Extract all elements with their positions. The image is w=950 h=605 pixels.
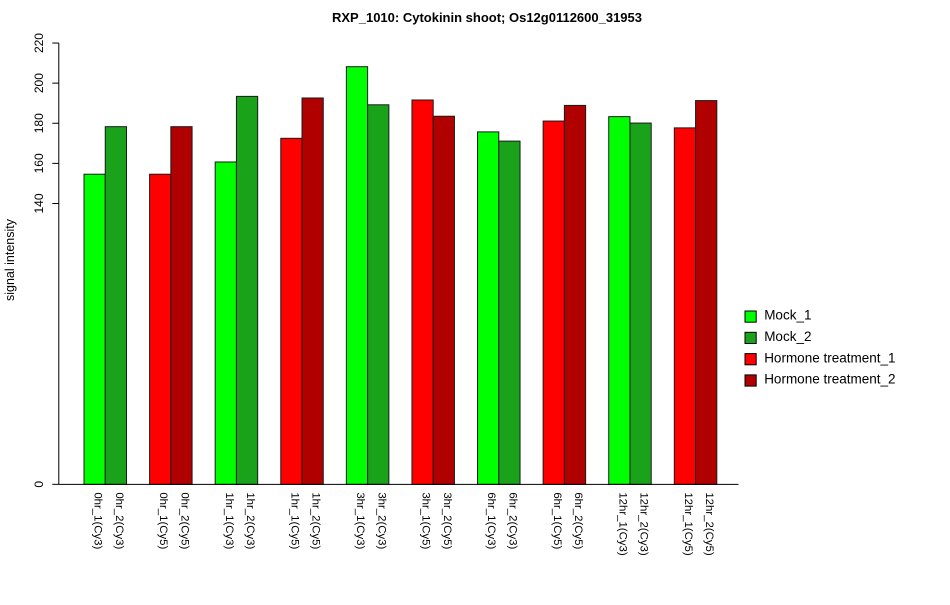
svg-text:1hr_2(Cy5): 1hr_2(Cy5) (310, 492, 322, 549)
svg-text:RXP_1010: Cytokinin shoot; Os1: RXP_1010: Cytokinin shoot; Os12g0112600_… (332, 10, 642, 25)
svg-text:12hr_1(Cy3): 12hr_1(Cy3) (616, 492, 628, 556)
svg-text:0hr_2(Cy5): 0hr_2(Cy5) (178, 492, 190, 549)
svg-text:12hr_2(Cy3): 12hr_2(Cy3) (638, 492, 650, 556)
svg-text:signal intensity: signal intensity (3, 218, 17, 301)
svg-text:3hr_2(Cy5): 3hr_2(Cy5) (441, 492, 453, 549)
svg-text:6hr_2(Cy5): 6hr_2(Cy5) (572, 492, 584, 549)
svg-text:140: 140 (32, 193, 46, 213)
svg-text:Hormone treatment_2: Hormone treatment_2 (764, 372, 895, 387)
svg-text:0hr_1(Cy3): 0hr_1(Cy3) (92, 492, 104, 549)
svg-text:0hr_1(Cy5): 0hr_1(Cy5) (157, 492, 169, 549)
svg-text:Mock_1: Mock_1 (764, 308, 811, 323)
svg-text:3hr_2(Cy3): 3hr_2(Cy3) (375, 492, 387, 549)
svg-text:0hr_2(Cy3): 0hr_2(Cy3) (113, 492, 125, 549)
svg-text:1hr_1(Cy5): 1hr_1(Cy5) (288, 492, 300, 549)
svg-text:6hr_2(Cy3): 6hr_2(Cy3) (506, 492, 518, 549)
svg-text:Hormone treatment_1: Hormone treatment_1 (764, 350, 895, 365)
svg-text:3hr_1(Cy3): 3hr_1(Cy3) (354, 492, 366, 549)
svg-text:6hr_1(Cy5): 6hr_1(Cy5) (551, 492, 563, 549)
svg-text:Mock_2: Mock_2 (764, 329, 811, 344)
svg-text:220: 220 (32, 33, 46, 53)
svg-text:200: 200 (32, 73, 46, 93)
svg-text:180: 180 (32, 113, 46, 133)
svg-text:6hr_1(Cy3): 6hr_1(Cy3) (485, 492, 497, 549)
svg-text:12hr_2(Cy5): 12hr_2(Cy5) (703, 492, 715, 556)
svg-text:1hr_1(Cy3): 1hr_1(Cy3) (223, 492, 235, 549)
svg-text:12hr_1(Cy5): 12hr_1(Cy5) (682, 492, 694, 556)
svg-text:1hr_2(Cy3): 1hr_2(Cy3) (244, 492, 256, 549)
svg-text:160: 160 (32, 153, 46, 173)
svg-text:3hr_1(Cy5): 3hr_1(Cy5) (420, 492, 432, 549)
svg-text:0: 0 (32, 481, 46, 488)
